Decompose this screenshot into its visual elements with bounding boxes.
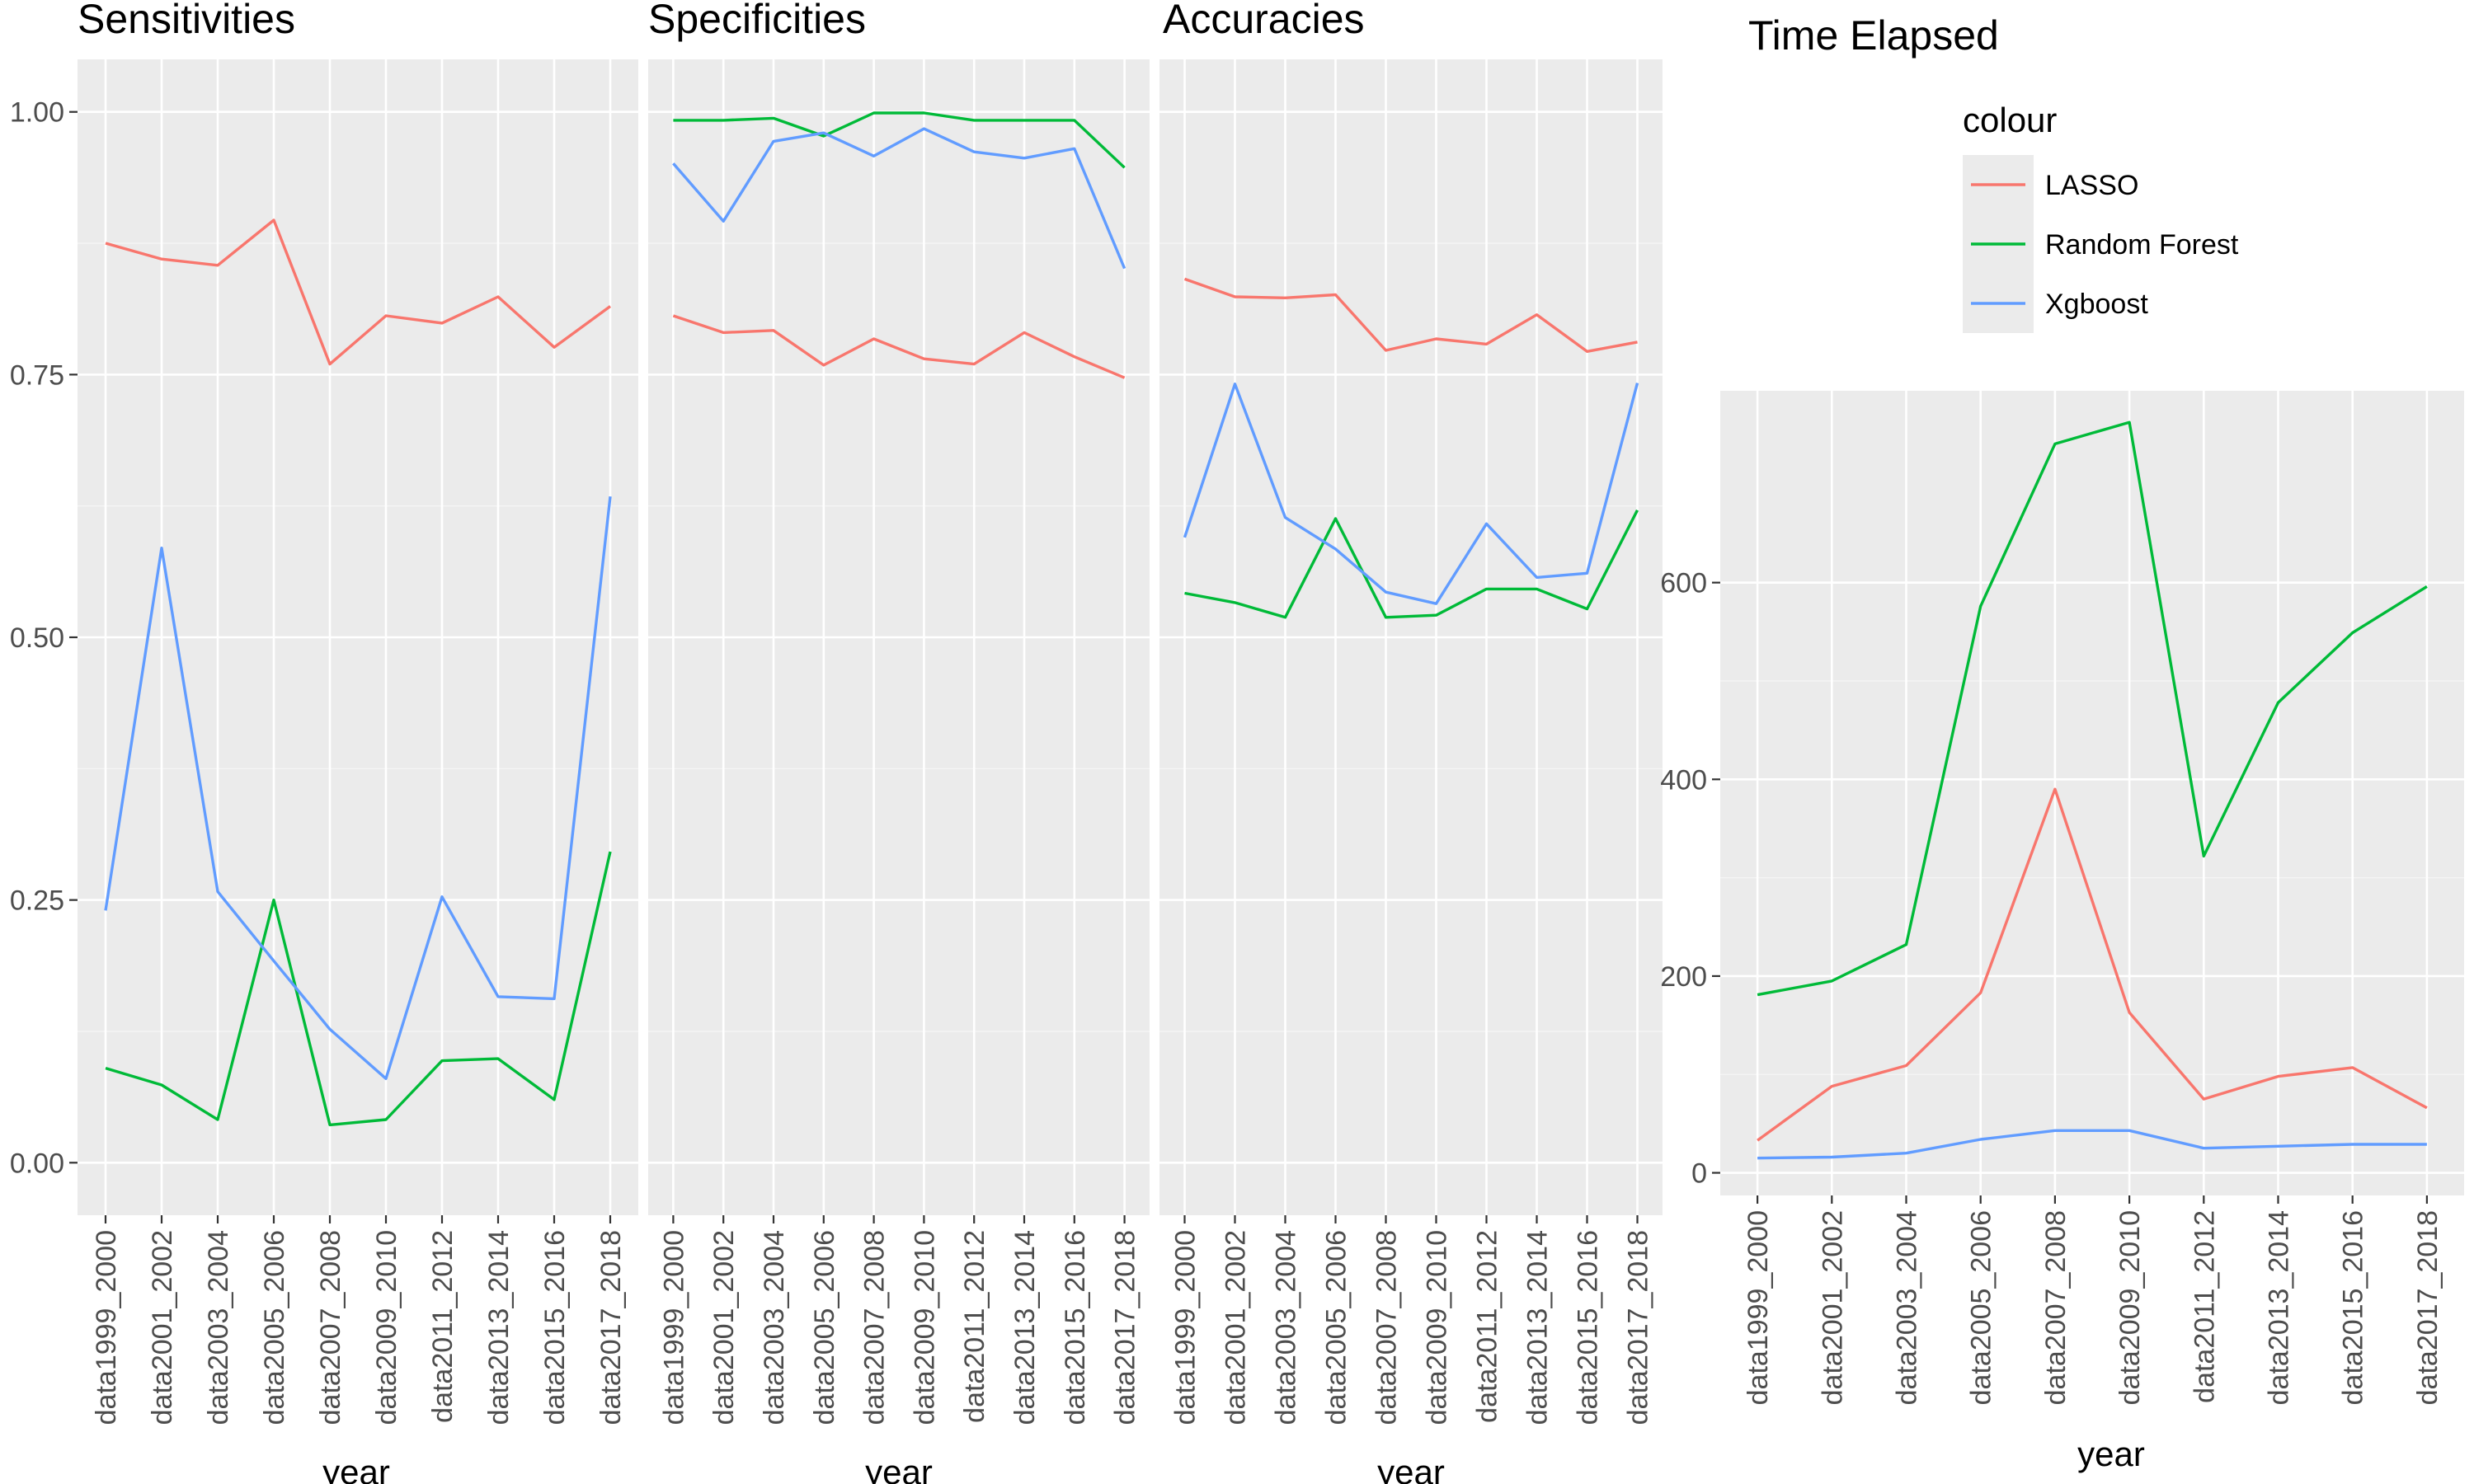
- x-tick-label: data2007_2008: [2040, 1210, 2072, 1405]
- time-elapsed-title: Time Elapsed: [1748, 12, 1999, 59]
- x-tick-label: data2009_2010: [909, 1230, 940, 1425]
- panel-background: [1720, 391, 2464, 1195]
- y-tick-label: 0.00: [10, 1148, 64, 1179]
- x-tick-label: data2013_2014: [1522, 1230, 1554, 1425]
- y-tick-label: 0.75: [10, 359, 64, 391]
- x-tick-label: data2013_2014: [1009, 1230, 1041, 1425]
- time-elapsed-random-forest-line: [1757, 420, 2428, 997]
- legend-title: colour: [1963, 101, 2057, 139]
- x-tick-label: data2011_2012: [2189, 1210, 2220, 1403]
- y-tick-label: 600: [1660, 568, 1707, 599]
- accuracies-x-axis-title: year: [1377, 1453, 1445, 1484]
- x-tick-label: data1999_2000: [91, 1230, 122, 1425]
- x-tick-label: data2013_2014: [2264, 1210, 2295, 1405]
- specificities-xgboost-line: [672, 127, 1126, 270]
- specificities-x-axis-title: year: [865, 1453, 933, 1484]
- time-elapsed-xgboost-line: [1757, 1129, 2427, 1160]
- time-y-axis: 0 200 400 600: [1660, 568, 1707, 1190]
- specificities-panel: Specificities data1999_2000 data2001_2002…: [648, 0, 1150, 1425]
- x-tick-label: data2013_2014: [483, 1230, 515, 1425]
- x-tick-label: data2005_2006: [1321, 1230, 1352, 1425]
- x-tick-label: data2005_2006: [1966, 1210, 1997, 1405]
- x-tick-label: data2011_2012: [1472, 1230, 1503, 1423]
- x-tick-label: data2017_2018: [595, 1230, 627, 1425]
- legend-label-random-forest: Random Forest: [2045, 229, 2239, 261]
- y-tick-label: 400: [1660, 764, 1707, 796]
- x-tick-label: data2007_2008: [859, 1230, 891, 1425]
- x-tick-label: data2009_2010: [371, 1230, 402, 1425]
- legend-label-xgboost: Xgboost: [2045, 289, 2148, 320]
- x-tick-label: data2007_2008: [315, 1230, 346, 1425]
- specificities-title: Specificities: [648, 0, 866, 42]
- sensitivities-random-forest-line: [105, 851, 612, 1127]
- sensitivities-title: Sensitivities: [78, 0, 295, 42]
- x-tick-label: data2011_2012: [427, 1230, 459, 1423]
- sensitivities-panel: Sensitivities data1999_2000 data2001_2002…: [69, 0, 638, 1425]
- x-tick-label: data2001_2002: [708, 1230, 740, 1425]
- y-tick-label: 1.00: [10, 97, 64, 129]
- x-tick-label: data1999_2000: [658, 1230, 689, 1425]
- accuracy-metrics-facets: Sensitivities data1999_2000 data2001_2002…: [10, 0, 1663, 1484]
- x-tick-label: data2015_2016: [2338, 1210, 2369, 1405]
- sensitivities-lasso-line: [105, 218, 612, 366]
- y-tick-label: 0.25: [10, 885, 64, 917]
- x-tick-label: data2009_2010: [2114, 1210, 2146, 1405]
- y-tick-label: 0.50: [10, 622, 64, 654]
- accuracies-panel: Accuracies data1999_2000 data2001_2002 dat…: [1159, 0, 1663, 1425]
- specificities-lasso-line: [672, 314, 1126, 379]
- y-tick-label: 200: [1660, 961, 1707, 993]
- x-tick-label: data2003_2004: [759, 1230, 790, 1425]
- x-tick-label: data2015_2016: [539, 1230, 571, 1425]
- x-tick-label: data2001_2002: [1221, 1230, 1252, 1425]
- x-tick-label: data2017_2018: [2412, 1210, 2443, 1405]
- x-tick-label: data2011_2012: [959, 1230, 990, 1423]
- x-tick-label: data2007_2008: [1371, 1230, 1403, 1425]
- x-tick-label: data1999_2000: [1170, 1230, 1202, 1425]
- y-tick-label: 0: [1691, 1158, 1707, 1190]
- time-x-axis-title: year: [2077, 1435, 2145, 1473]
- specificities-random-forest-line: [673, 111, 1126, 169]
- x-tick-label: data2015_2016: [1060, 1230, 1091, 1425]
- accuracies-random-forest-line: [1184, 510, 1639, 619]
- x-tick-label: data2017_2018: [1110, 1230, 1141, 1425]
- accuracies-xgboost-line: [1183, 383, 1639, 605]
- x-tick-label: data2005_2006: [259, 1230, 290, 1425]
- x-tick-label: data1999_2000: [1743, 1210, 1774, 1405]
- x-tick-label: data2001_2002: [1817, 1210, 1848, 1405]
- legend-label-lasso: LASSO: [2045, 170, 2138, 201]
- sensitivities-x-axis-title: year: [322, 1453, 390, 1484]
- time-elapsed-panel: data1999_2000 data2001_2002 data2003_2004 d…: [1712, 391, 2464, 1405]
- time-elapsed-lasso-line: [1757, 787, 2428, 1142]
- shared-y-axis: 0.00 0.25 0.50 0.75 1.00: [10, 97, 64, 1180]
- x-tick-label: data2003_2004: [1271, 1230, 1302, 1425]
- x-tick-label: data2017_2018: [1623, 1230, 1654, 1425]
- x-tick-label: data2005_2006: [809, 1230, 840, 1425]
- legend: colour LASSO Random Forest Xgboost: [1963, 101, 2239, 333]
- x-tick-label: data2003_2004: [203, 1230, 234, 1425]
- time-elapsed-chart: Time Elapsed data1999_2000 data2001_2002 d…: [1660, 12, 2464, 1473]
- sensitivities-xgboost-line: [104, 496, 612, 1081]
- x-tick-label: data2003_2004: [1892, 1210, 1923, 1405]
- x-tick-label: data2015_2016: [1573, 1230, 1604, 1425]
- accuracies-title: Accuracies: [1163, 0, 1365, 42]
- x-tick-label: data2009_2010: [1422, 1230, 1453, 1425]
- accuracies-lasso-line: [1183, 277, 1638, 353]
- x-tick-label: data2001_2002: [147, 1230, 178, 1425]
